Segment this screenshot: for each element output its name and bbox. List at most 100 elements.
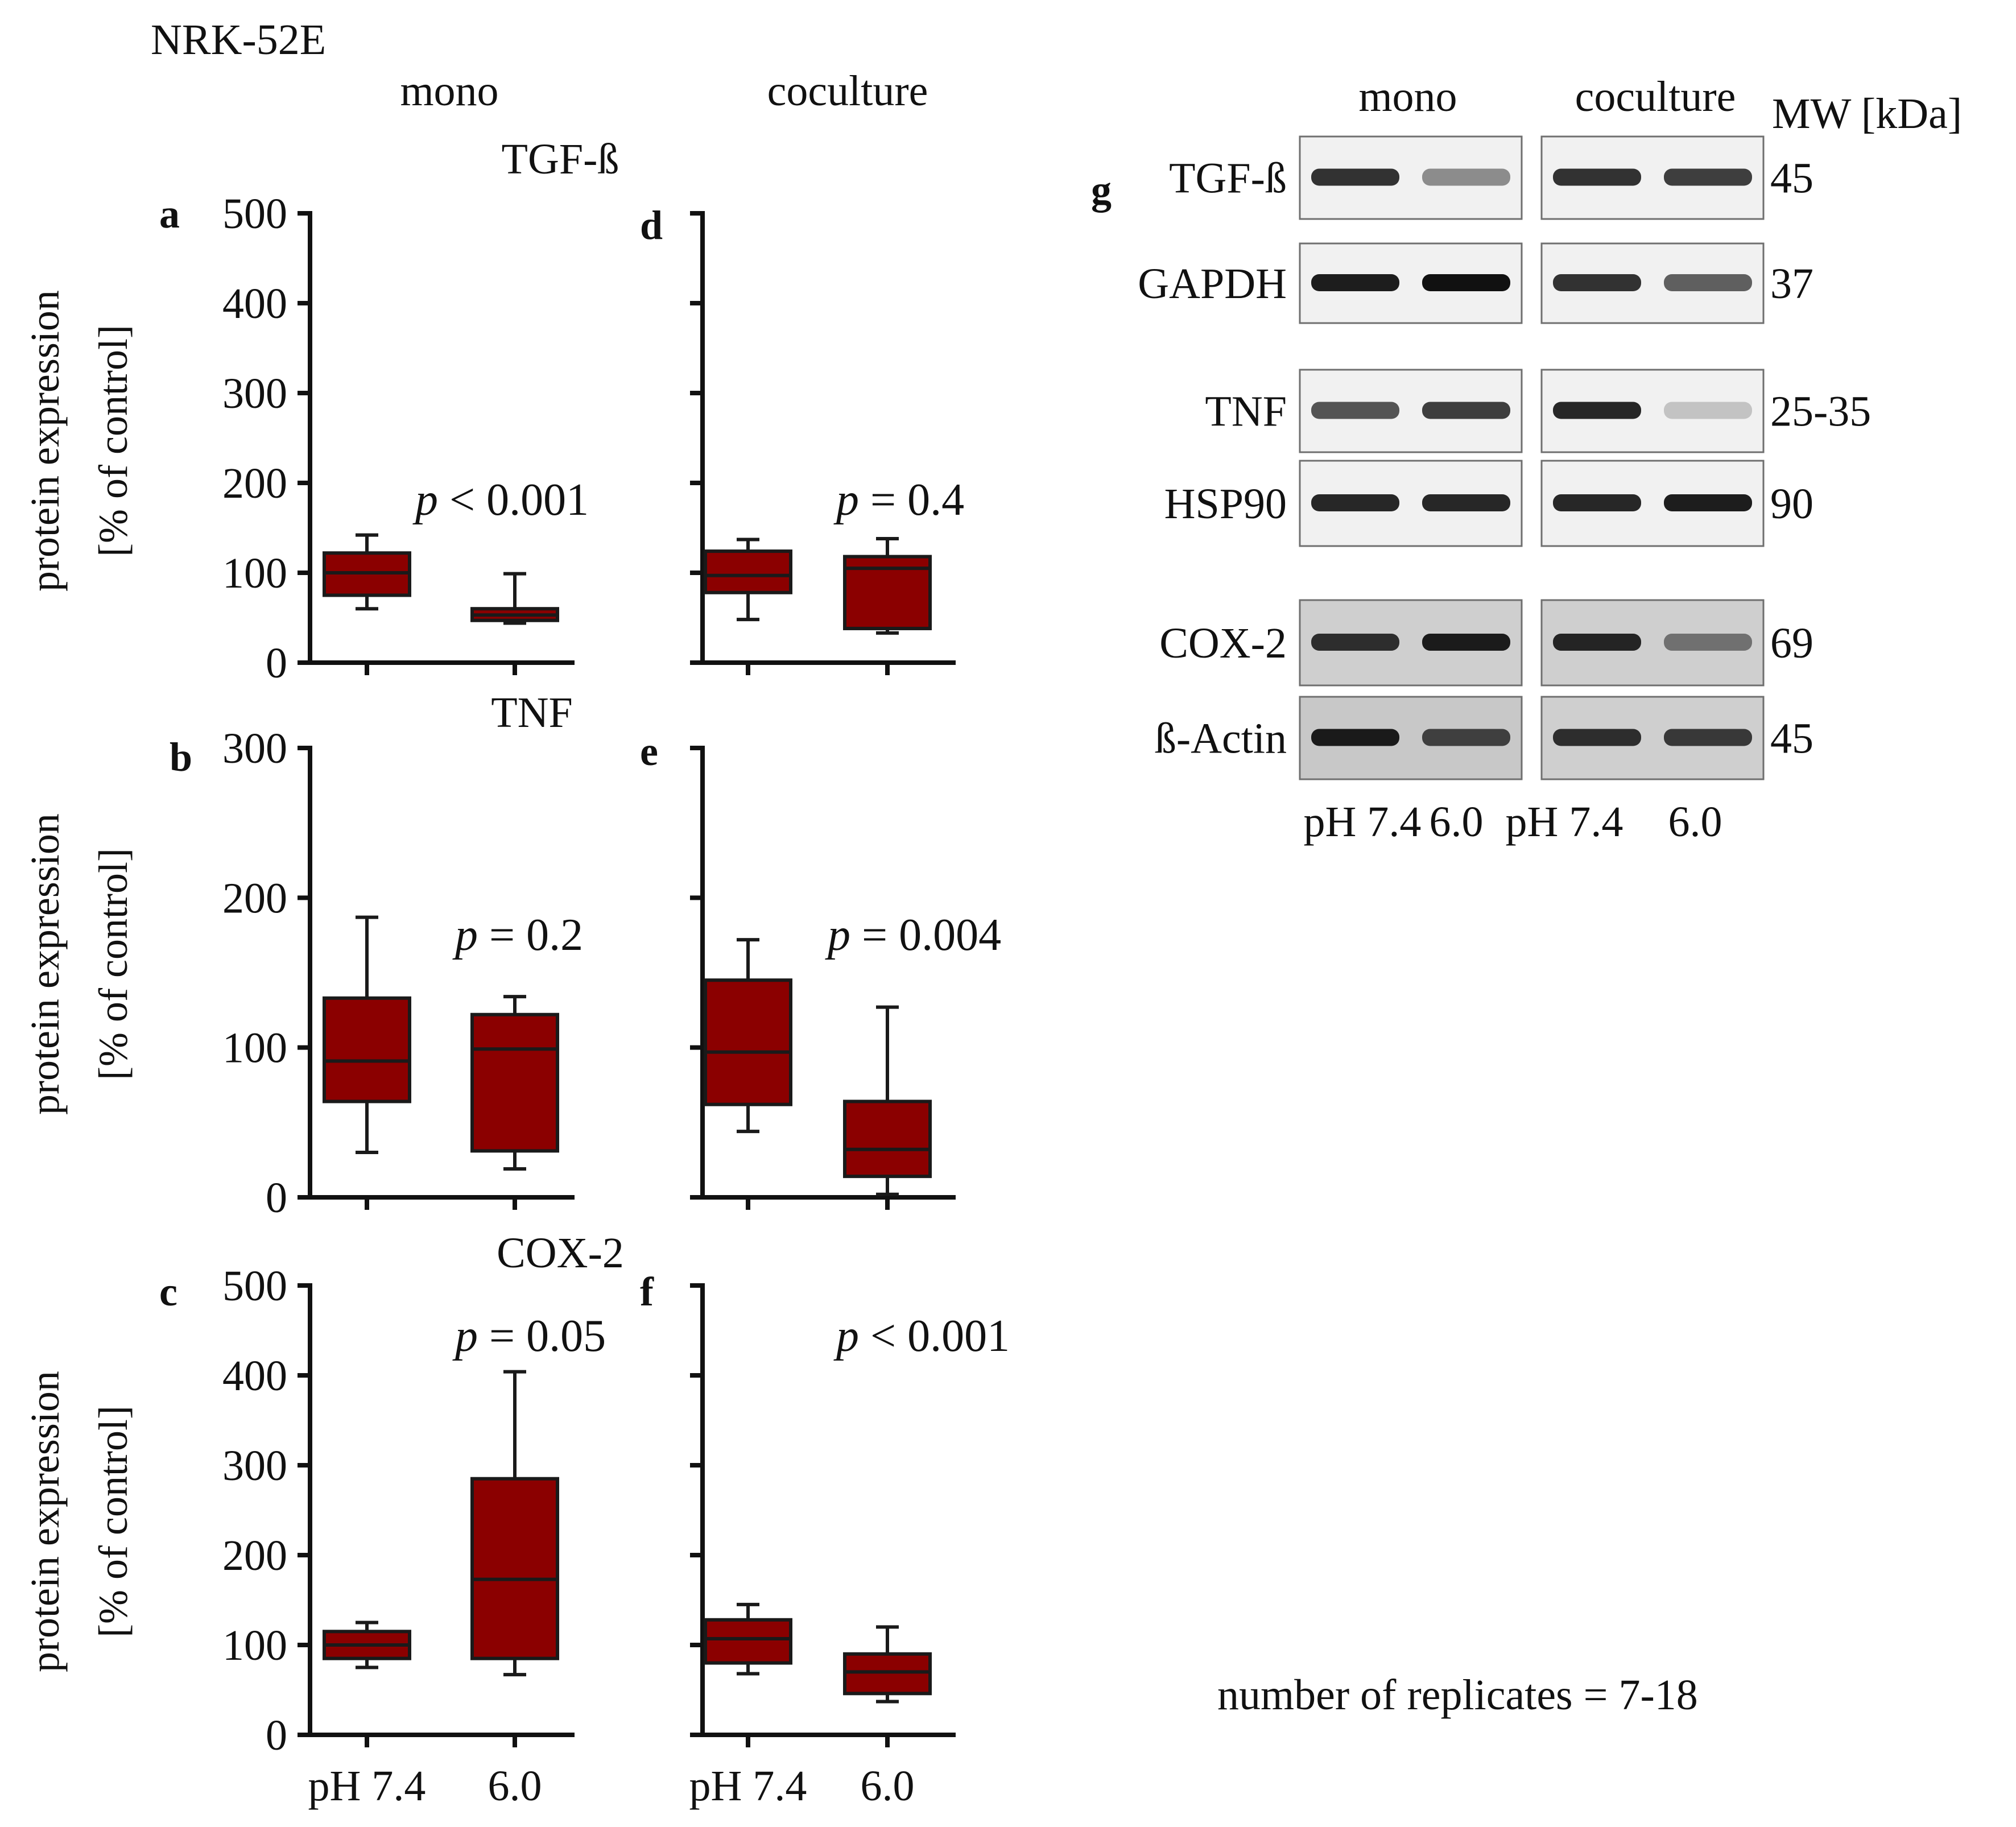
p-value-f: p < 0.001 (833, 1311, 1010, 1361)
p-symbol: p (452, 1311, 478, 1361)
ylabel-b-line1: protein expression (22, 813, 68, 1115)
p-value-c: p = 0.05 (452, 1311, 606, 1361)
y-tick-label-c-400: 400 (222, 1352, 287, 1400)
box-iqr (843, 1652, 932, 1696)
y-tick-label-b-300: 300 (222, 725, 287, 772)
blot-row-tgf-: TGF-ß 45 (1169, 135, 1813, 220)
blot-band-coculture-lane2 (1664, 634, 1752, 651)
xlabel-c-right: 6.0 (488, 1762, 542, 1810)
p-symbol: p (825, 910, 850, 960)
xlabel-f-right: 6.0 (861, 1762, 915, 1810)
western-blot-panel: mono coculture MW [kDa] g TGF-ß 45 GAPDH 37… (1091, 73, 1962, 846)
blot-lane-label-3: pH 7.4 (1506, 798, 1623, 846)
p-value-d: p = 0.4 (833, 475, 964, 525)
box-d-ph60 (843, 536, 932, 635)
ylabel-c: protein expression [% of control] (22, 1371, 136, 1672)
blot-row-mw: 25-35 (1770, 388, 1871, 436)
box-iqr (323, 996, 411, 1103)
blot-row-mw: 45 (1770, 715, 1813, 763)
y-tick-label-c-100: 100 (222, 1622, 287, 1669)
p-value-text: = 0.05 (478, 1311, 606, 1361)
cell-line-label: NRK-52E (151, 16, 326, 64)
blot-row--actin: ß-Actin 45 (1155, 696, 1813, 780)
blot-row-mw: 37 (1770, 260, 1813, 308)
y-tick-label-b-0: 0 (266, 1174, 287, 1222)
box-a-ph60 (470, 572, 559, 625)
blot-row-label: COX-2 (1159, 619, 1287, 667)
panel-letter-e: e (640, 729, 658, 774)
p-value-text: = 0.004 (850, 910, 1001, 960)
p-value-e: p = 0.004 (825, 910, 1001, 960)
chart-b-tnf-mono: 0 100 200 300 p = 0.2 (222, 725, 583, 1222)
chart-f-cox2-coculture: p < 0.001 (690, 1283, 1010, 1747)
blot-band-mono-lane1 (1311, 494, 1399, 511)
box-c-ph74 (323, 1621, 411, 1669)
blot-row-label: TNF (1205, 388, 1287, 436)
blot-row-tnf: TNF 25-35 (1205, 369, 1871, 453)
blot-row-mw: 90 (1770, 480, 1813, 528)
y-tick-label-a-500: 500 (222, 190, 287, 238)
blot-band-coculture-lane2 (1664, 402, 1752, 419)
panel-letter-c: c (159, 1269, 177, 1315)
p-value-text: < 0.001 (859, 1311, 1010, 1361)
blot-lane-label-4: 6.0 (1668, 798, 1722, 846)
p-symbol: p (452, 910, 478, 960)
y-tick-label-c-0: 0 (266, 1712, 287, 1759)
blot-band-coculture-lane1 (1553, 402, 1641, 419)
blot-row-label: GAPDH (1138, 260, 1287, 308)
blot-row-gapdh: GAPDH 37 (1138, 242, 1813, 324)
blot-band-mono-lane1 (1311, 274, 1399, 291)
p-value-text: = 0.2 (478, 910, 583, 960)
box-iqr (470, 1477, 559, 1660)
ylabel-b-line2: [% of control] (90, 848, 136, 1080)
y-tick-label-b-100: 100 (222, 1024, 287, 1072)
blot-band-coculture-lane2 (1664, 168, 1752, 186)
panel-letter-b: b (170, 734, 192, 780)
panel-letter-a: a (159, 191, 180, 237)
box-e-ph60 (843, 1005, 932, 1196)
y-tick-label-b-200: 200 (222, 874, 287, 922)
box-iqr (470, 1012, 559, 1153)
ylabel-a: protein expression [% of control] (22, 290, 136, 592)
panel-letter-f: f (640, 1269, 654, 1315)
replicates-note: number of replicates = 7-18 (1217, 1671, 1698, 1719)
chart-e-tnf-coculture: p = 0.004 (690, 746, 1001, 1210)
box-c-ph60 (470, 1370, 559, 1677)
blot-band-coculture-lane1 (1553, 168, 1641, 186)
box-b-ph74 (323, 915, 411, 1154)
blot-row-label: TGF-ß (1169, 155, 1287, 202)
box-a-ph74 (323, 533, 411, 611)
blot-band-mono-lane2 (1422, 402, 1510, 419)
blot-band-mono-lane2 (1422, 634, 1510, 651)
box-e-ph74 (704, 938, 792, 1134)
blot-row-mw: 45 (1770, 155, 1813, 202)
p-symbol: p (833, 475, 859, 525)
y-tick-label-a-0: 0 (266, 639, 287, 687)
box-b-ph60 (470, 995, 559, 1171)
ylabel-b: protein expression [% of control] (22, 813, 136, 1115)
xlabel-f-left: pH 7.4 (689, 1762, 807, 1810)
blot-band-mono-lane2 (1422, 729, 1510, 746)
ylabel-a-line1: protein expression (22, 290, 68, 592)
y-tick-label-c-300: 300 (222, 1442, 287, 1490)
blot-band-mono-lane2 (1422, 494, 1510, 511)
ylabel-c-line2: [% of control] (90, 1406, 136, 1638)
chart-d-tgf-coculture: p = 0.4 (690, 211, 964, 675)
blot-band-mono-lane1 (1311, 168, 1399, 186)
chart-a-tgf-mono: 0 100 200 300 400 500 p < 0.001 (222, 190, 589, 687)
ylabel-a-line2: [% of control] (90, 325, 136, 557)
ylabel-c-line1: protein expression (22, 1371, 68, 1672)
blot-header-coculture: coculture (1575, 73, 1736, 121)
y-tick-label-a-300: 300 (222, 370, 287, 418)
blot-header-mono: mono (1358, 73, 1457, 121)
p-value-a: p < 0.001 (412, 475, 589, 525)
y-tick-label-c-500: 500 (222, 1262, 287, 1310)
blot-band-coculture-lane2 (1664, 729, 1752, 746)
blot-row-mw: 69 (1770, 619, 1813, 667)
p-value-text: = 0.4 (859, 475, 964, 525)
title-tgf: TGF-ß (502, 135, 619, 183)
y-tick-label-a-100: 100 (222, 549, 287, 597)
blot-row-label: HSP90 (1164, 480, 1287, 528)
blot-band-coculture-lane1 (1553, 729, 1641, 746)
